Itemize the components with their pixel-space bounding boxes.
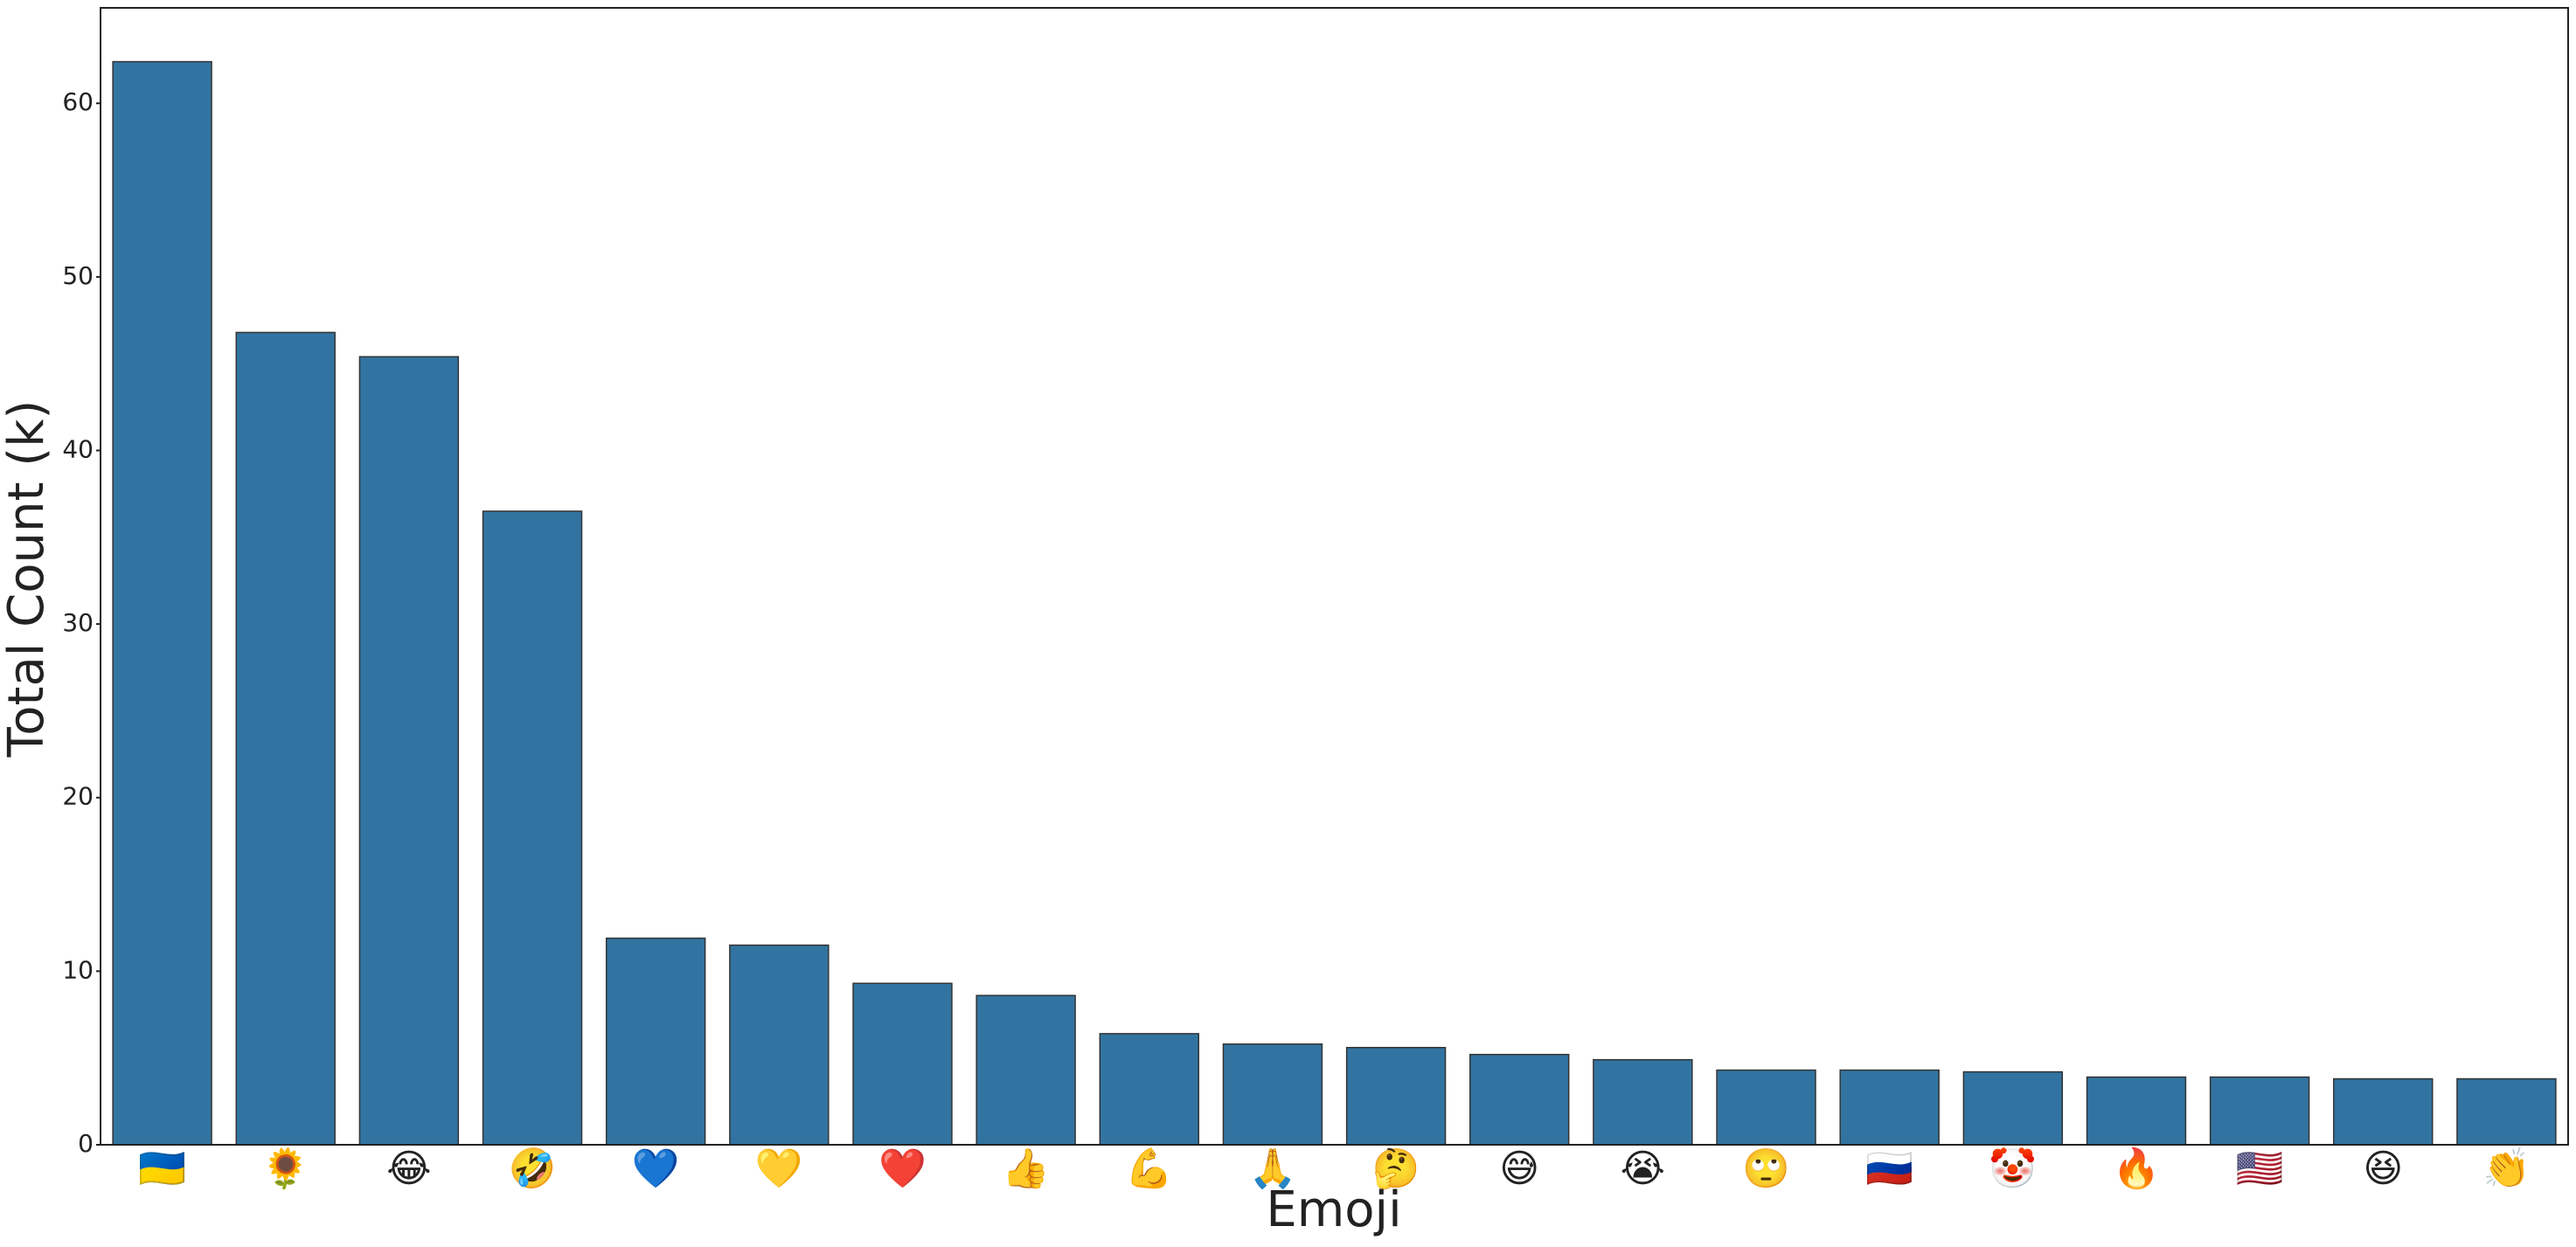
x-tick-label: 😆 [2363,1147,2403,1191]
x-tick-label: 👏 [2482,1147,2531,1191]
y-tick-label: 40 [62,434,94,463]
x-tick-label: 😅 [1499,1147,1539,1191]
bar [2456,1077,2557,1146]
x-tick-label: 🇷🇺 [1865,1147,1913,1191]
bar [1593,1058,1693,1146]
bar [1222,1043,1323,1146]
bar [2333,1077,2434,1146]
bar [358,356,460,1146]
bar [976,994,1076,1146]
bar [482,510,583,1146]
y-tick-label: 50 [62,261,94,290]
y-tick-label: 10 [62,955,94,984]
bar [235,331,336,1146]
bar [1962,1070,2064,1146]
bar [1469,1053,1570,1146]
x-tick-label: 💛 [755,1147,803,1191]
x-tick-label: 😂 [386,1147,431,1191]
x-tick-label: 👍 [1002,1147,1050,1191]
bar [1345,1047,1447,1146]
y-axis-label: Total Count (k) [0,400,55,759]
bar [2209,1076,2310,1146]
y-tick-label: 60 [62,87,94,116]
x-tick-label: 🇺🇦 [138,1147,186,1191]
bar [112,60,212,1146]
bar [852,982,953,1146]
x-tick-label: 🌻 [261,1147,309,1191]
plot-frame [100,7,2569,1146]
bar [1839,1069,1940,1146]
x-tick-label: ❤️ [878,1147,927,1191]
x-tick-label: 🙏 [1249,1147,1297,1191]
x-tick-label: 🤡 [1989,1147,2037,1191]
x-axis-label: Emoji [1266,1181,1401,1238]
bar [2086,1076,2187,1146]
x-tick-label: 🙄 [1742,1147,1790,1191]
y-tick-label: 0 [78,1129,94,1158]
x-tick-label: 😭 [1621,1147,1665,1191]
bar [1099,1033,1199,1146]
x-tick-label: 🤔 [1372,1147,1420,1191]
bar [1716,1069,1816,1146]
x-tick-label: 💙 [632,1147,680,1191]
bar [605,937,706,1146]
x-tick-label: 🇺🇸 [2236,1147,2284,1191]
x-tick-label: 🤣 [507,1147,557,1193]
y-tick-label: 30 [62,608,94,637]
y-tick-label: 20 [62,782,94,811]
bar [729,944,830,1146]
x-tick-label: 💪 [1125,1147,1173,1191]
x-tick-label: 🔥 [2113,1147,2161,1191]
